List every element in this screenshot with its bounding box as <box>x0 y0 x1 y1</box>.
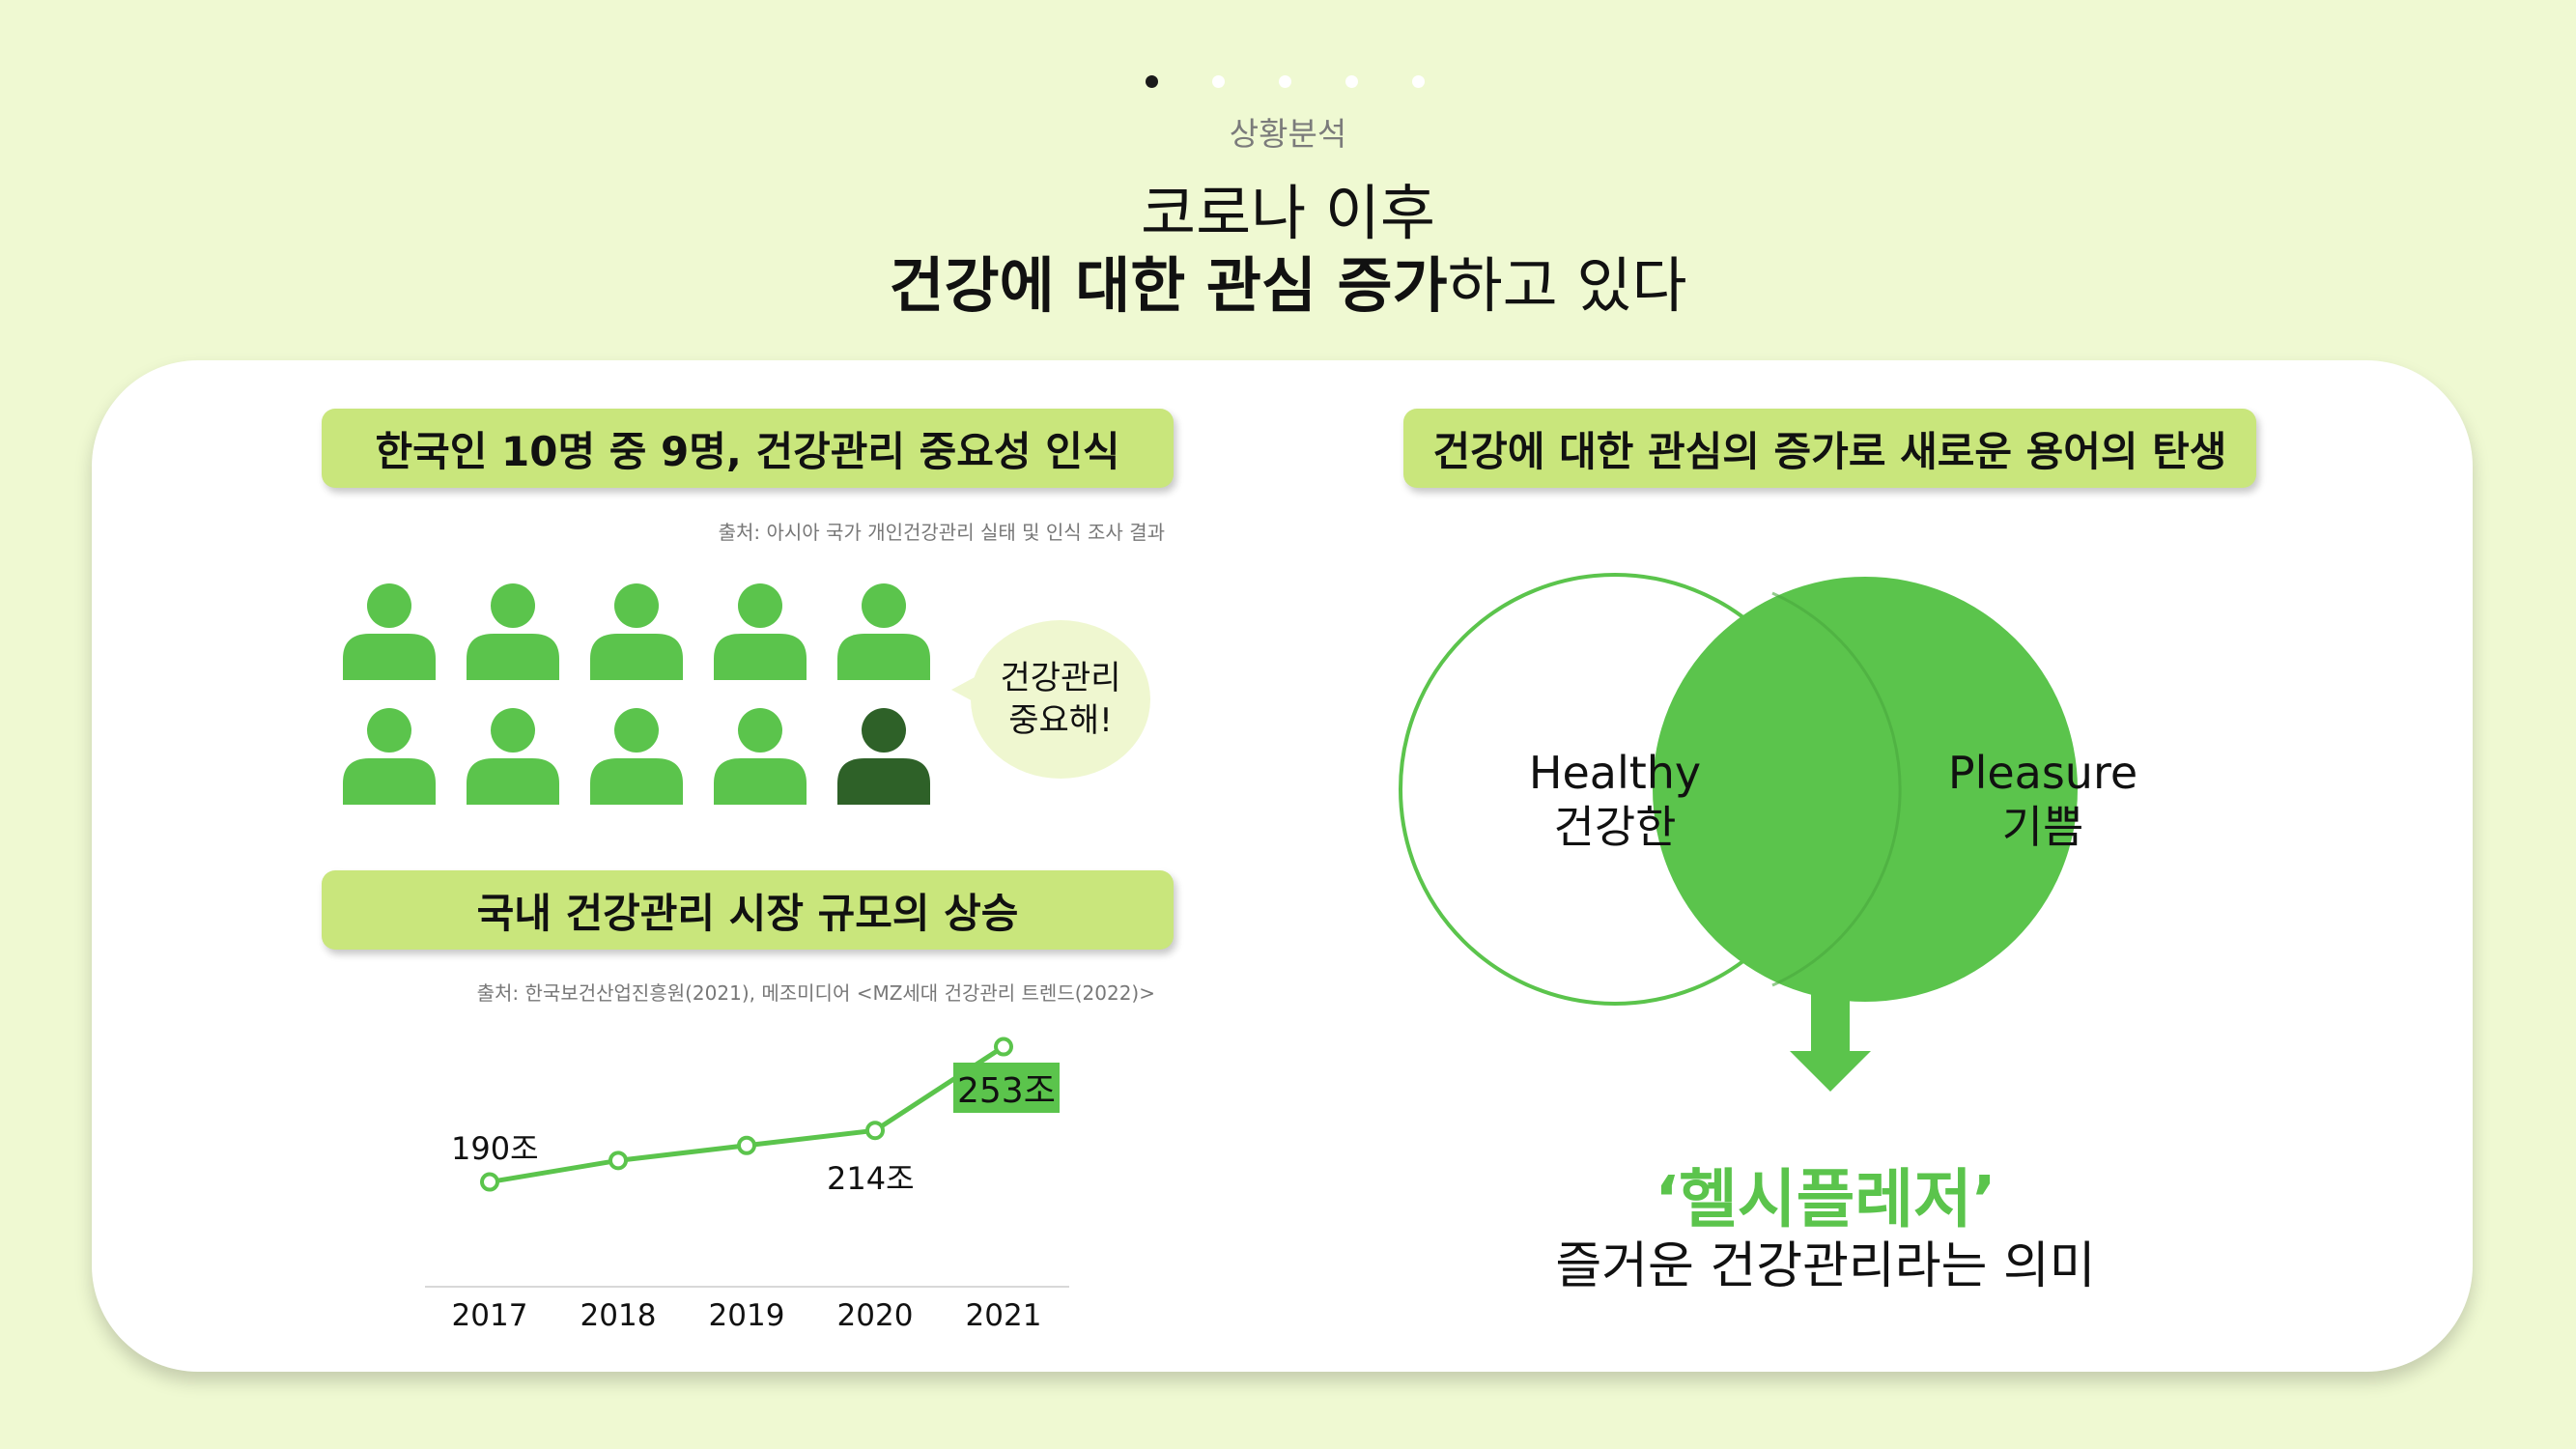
survey-title: 한국인 10명 중 9명, 건강관리 중요성 인식 <box>322 409 1174 488</box>
venn-healthy-ko: 건강한 <box>1553 801 1677 853</box>
person-icon <box>467 708 559 805</box>
arrow-down-icon <box>1790 1051 1871 1092</box>
data-label: 214조 <box>827 1160 915 1198</box>
bubble-line1: 건강관리 <box>1000 659 1121 697</box>
venn-healthy-label: Healthy 건강한 <box>1480 746 1750 854</box>
person-icon <box>714 708 807 805</box>
new-term-title: 건강에 대한 관심의 증가로 새로운 용어의 탄생 <box>1403 409 2256 488</box>
person-icon <box>467 583 559 680</box>
x-tick-label: 2020 <box>836 1298 914 1333</box>
headline-bold: 건강에 대한 관심 증가 <box>889 250 1448 321</box>
x-tick-label: 2017 <box>451 1298 528 1333</box>
result-term: ‘헬시플레저’ <box>1655 1162 1996 1236</box>
pager-dot[interactable] <box>1212 75 1225 88</box>
content-card <box>92 360 2473 1372</box>
venn-pleasure-label: Pleasure 기쁨 <box>1908 746 2178 854</box>
venn-overlap-edge <box>1771 591 1902 987</box>
person-icon <box>343 708 436 805</box>
data-label: 190조 <box>451 1129 539 1167</box>
venn-pleasure-ko: 기쁨 <box>2001 801 2084 853</box>
headline-rest: 하고 있다 <box>1447 250 1687 321</box>
headline-line2: 건강에 대한 관심 증가하고 있다 <box>0 237 2576 324</box>
venn-circle-pleasure <box>1653 577 2078 1002</box>
x-tick-label: 2018 <box>580 1298 657 1333</box>
person-icon <box>343 583 436 680</box>
person-icon <box>837 708 930 805</box>
result-meaning: 즐거운 건강관리라는 의미 <box>1555 1237 2096 1295</box>
speech-bubble: 건강관리 중요해! <box>971 620 1150 779</box>
survey-source: 출처: 아시아 국가 개인건강관리 실태 및 인식 조사 결과 <box>718 521 1165 544</box>
headline-line1: 코로나 이후 <box>1141 178 1435 248</box>
venn-pleasure-en: Pleasure <box>1947 747 2138 799</box>
person-icon <box>590 583 683 680</box>
person-icon <box>714 583 807 680</box>
person-icon <box>837 583 930 680</box>
pager-dot[interactable] <box>1146 75 1158 88</box>
x-tick-label: 2021 <box>965 1298 1042 1333</box>
pager-dot[interactable] <box>1345 75 1358 88</box>
arrow-down-icon <box>1811 985 1850 1055</box>
venn-healthy-en: Healthy <box>1528 747 1702 799</box>
x-tick-label: 2019 <box>708 1298 785 1333</box>
pager-dot[interactable] <box>1279 75 1291 88</box>
market-source: 출처: 한국보건산업진흥원(2021), 메조미디어 <MZ세대 건강관리 트렌… <box>476 981 1155 1005</box>
person-icon <box>590 708 683 805</box>
slide-pager <box>1146 75 1425 88</box>
pager-dot[interactable] <box>1412 75 1425 88</box>
market-title: 국내 건강관리 시장 규모의 상승 <box>322 870 1174 950</box>
section-label: 상황분석 <box>1229 115 1347 153</box>
bubble-line2: 중요해! <box>1008 701 1113 740</box>
data-label: 253조 <box>953 1062 1060 1113</box>
